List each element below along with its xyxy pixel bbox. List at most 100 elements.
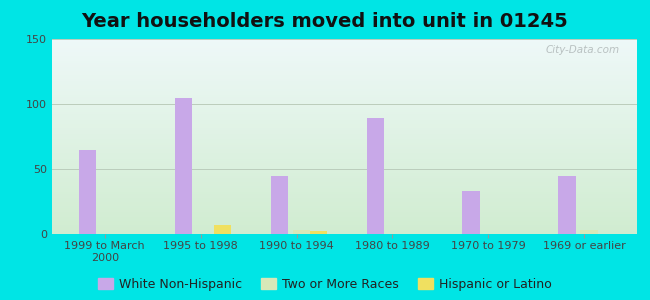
Bar	[52, 51, 637, 53]
Bar	[52, 123, 637, 125]
Bar	[52, 212, 637, 214]
Bar	[52, 224, 637, 226]
Bar	[580, 230, 598, 234]
Bar	[52, 49, 637, 51]
Bar	[52, 193, 637, 195]
Bar	[52, 160, 637, 162]
Bar	[52, 217, 637, 218]
Bar	[52, 117, 637, 119]
Bar	[52, 170, 637, 172]
Bar	[52, 94, 637, 95]
Bar	[52, 181, 637, 183]
Bar	[52, 41, 637, 43]
Bar	[52, 230, 637, 232]
Bar	[462, 191, 480, 234]
Bar	[52, 119, 637, 121]
Bar	[52, 179, 637, 181]
Bar	[52, 228, 637, 230]
Bar	[52, 177, 637, 179]
Bar	[52, 226, 637, 228]
Bar	[52, 172, 637, 173]
Bar	[52, 56, 637, 58]
Bar	[175, 98, 192, 234]
Bar	[52, 72, 637, 74]
Bar	[52, 43, 637, 45]
Bar	[52, 101, 637, 103]
Bar	[52, 68, 637, 70]
Bar	[310, 231, 327, 234]
Bar	[52, 92, 637, 94]
Bar	[52, 58, 637, 60]
Bar	[558, 176, 576, 234]
Bar	[52, 189, 637, 191]
Bar	[52, 105, 637, 107]
Bar	[52, 133, 637, 134]
Bar	[52, 211, 637, 212]
Bar	[52, 203, 637, 205]
Text: City-Data.com: City-Data.com	[545, 45, 619, 55]
Bar	[52, 98, 637, 100]
Bar	[52, 74, 637, 76]
Bar	[52, 121, 637, 123]
Bar	[52, 187, 637, 189]
Bar	[52, 146, 637, 148]
Bar	[52, 218, 637, 220]
Bar	[52, 109, 637, 111]
Bar	[52, 100, 637, 101]
Bar	[52, 222, 637, 224]
Bar	[52, 139, 637, 140]
Bar	[52, 111, 637, 113]
Bar	[52, 55, 637, 56]
Bar	[52, 136, 637, 138]
Bar	[52, 154, 637, 156]
Bar	[52, 168, 637, 170]
Bar	[52, 103, 637, 105]
Bar	[52, 78, 637, 80]
Bar	[52, 45, 637, 47]
Legend: White Non-Hispanic, Two or More Races, Hispanic or Latino: White Non-Hispanic, Two or More Races, H…	[98, 278, 552, 291]
Bar	[52, 129, 637, 130]
Bar	[52, 62, 637, 64]
Bar	[52, 127, 637, 129]
Bar	[52, 82, 637, 84]
Bar	[52, 164, 637, 166]
Bar	[79, 149, 96, 234]
Bar	[52, 64, 637, 66]
Bar	[52, 173, 637, 175]
Bar	[52, 70, 637, 72]
Bar	[52, 158, 637, 160]
Bar	[52, 53, 637, 55]
Bar	[367, 118, 384, 234]
Bar	[52, 90, 637, 92]
Bar	[52, 134, 637, 136]
Bar	[52, 197, 637, 199]
Bar	[52, 152, 637, 154]
Bar	[52, 183, 637, 185]
Bar	[52, 131, 637, 133]
Bar	[52, 150, 637, 152]
Bar	[52, 95, 637, 98]
Bar	[52, 140, 637, 142]
Bar	[52, 88, 637, 90]
Bar	[52, 47, 637, 49]
Bar	[52, 66, 637, 68]
Bar	[52, 232, 637, 234]
Bar	[52, 191, 637, 193]
Bar	[52, 86, 637, 88]
Text: Year householders moved into unit in 01245: Year householders moved into unit in 012…	[82, 12, 568, 31]
Bar	[270, 176, 288, 234]
Bar	[52, 176, 637, 177]
Bar	[52, 185, 637, 187]
Bar	[52, 214, 637, 217]
Bar	[214, 225, 231, 234]
Bar	[52, 201, 637, 203]
Bar	[52, 76, 637, 78]
Bar	[52, 166, 637, 168]
Bar	[52, 144, 637, 146]
Bar	[52, 115, 637, 117]
Bar	[52, 148, 637, 150]
Bar	[52, 61, 637, 62]
Bar	[52, 195, 637, 197]
Bar	[52, 107, 637, 109]
Bar	[52, 84, 637, 86]
